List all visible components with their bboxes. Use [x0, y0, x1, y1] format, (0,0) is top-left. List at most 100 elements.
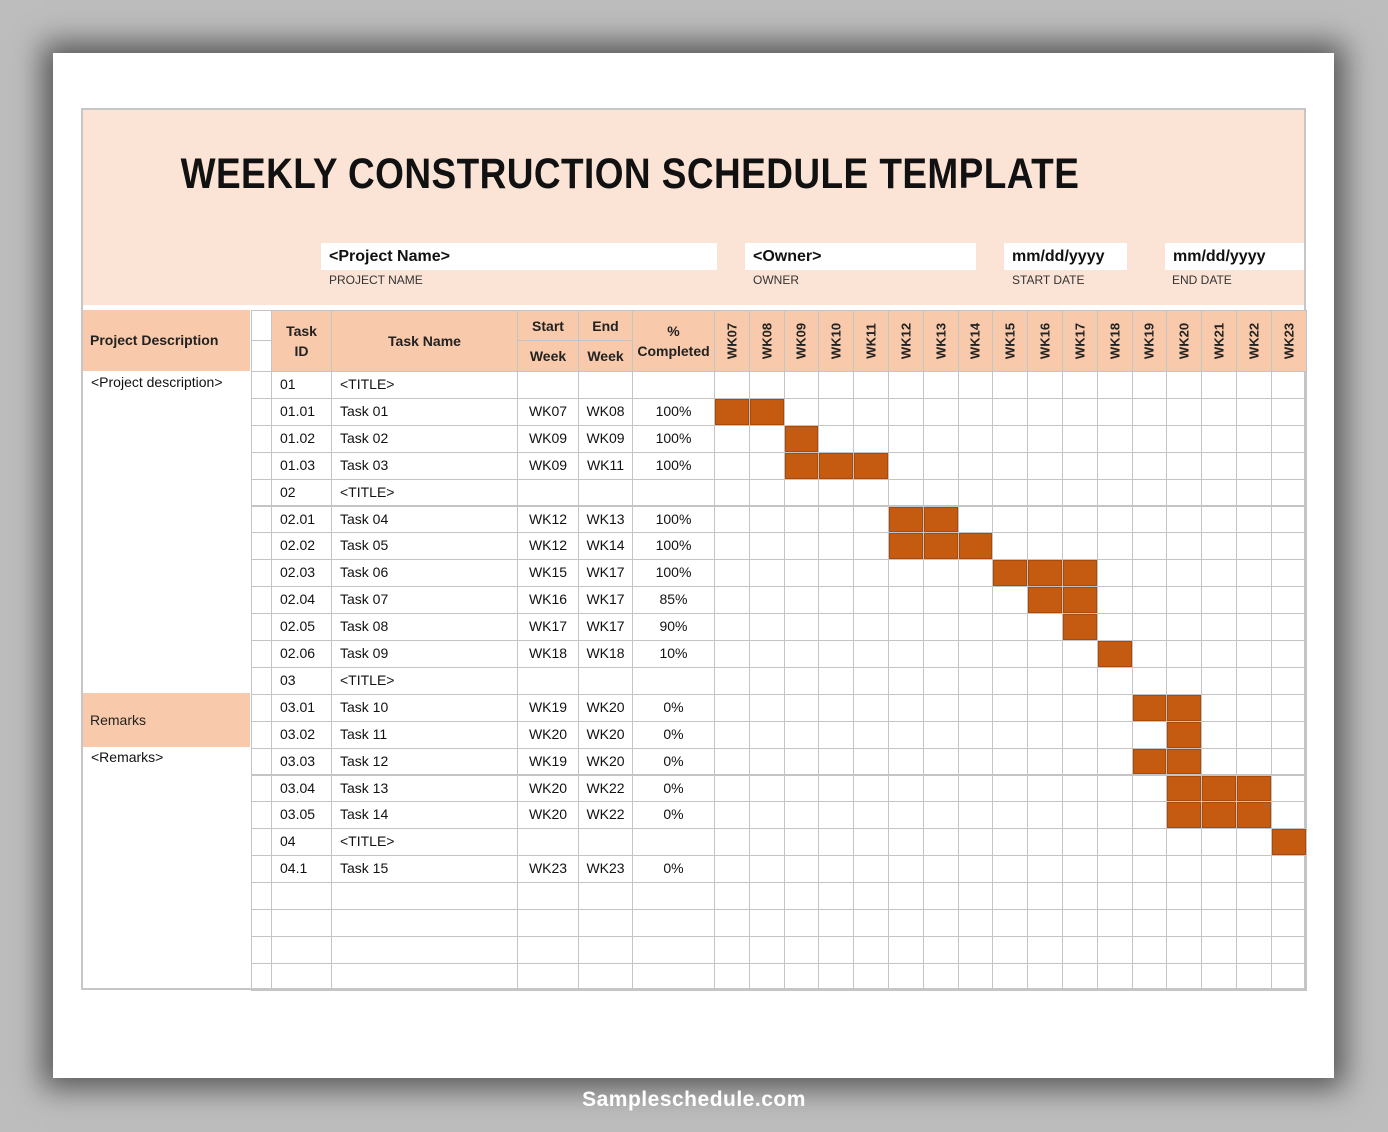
task-id-cell[interactable]: [271, 935, 332, 964]
week-cell[interactable]: [992, 397, 1029, 426]
week-cell[interactable]: [957, 640, 994, 668]
week-cell[interactable]: [1027, 424, 1063, 453]
task-name-cell[interactable]: [331, 882, 518, 910]
week-cell[interactable]: [818, 478, 855, 507]
task-name-cell[interactable]: Task 11: [331, 720, 518, 749]
week-cell[interactable]: [1027, 451, 1063, 480]
week-cell[interactable]: [957, 747, 994, 776]
week-cell[interactable]: [1096, 909, 1133, 937]
week-cell[interactable]: [888, 747, 924, 776]
week-cell[interactable]: [1270, 962, 1307, 991]
week-cell[interactable]: [714, 559, 750, 588]
week-cell[interactable]: [818, 505, 855, 534]
week-cell[interactable]: [1062, 397, 1098, 426]
week-cell[interactable]: [748, 640, 785, 668]
week-cell[interactable]: [1096, 828, 1133, 857]
week-cell[interactable]: [1062, 505, 1098, 534]
week-cell[interactable]: [1201, 559, 1237, 588]
week-cell[interactable]: [714, 478, 750, 507]
task-id-cell[interactable]: 02: [271, 478, 332, 507]
week-cell[interactable]: [1201, 693, 1237, 722]
week-cell[interactable]: [888, 478, 924, 507]
week-cell[interactable]: [853, 613, 889, 641]
start-week-cell[interactable]: WK20: [517, 801, 579, 830]
week-cell[interactable]: [853, 720, 889, 749]
week-cell[interactable]: [714, 505, 750, 534]
project-name-field[interactable]: <Project Name>: [321, 243, 717, 270]
week-cell[interactable]: [1166, 613, 1203, 641]
week-cell[interactable]: [1131, 532, 1168, 561]
start-week-cell[interactable]: WK12: [517, 505, 579, 534]
week-cell[interactable]: [992, 371, 1029, 399]
percent-completed-cell[interactable]: 100%: [632, 559, 715, 588]
week-cell[interactable]: [957, 801, 994, 830]
week-cell[interactable]: [1131, 666, 1168, 695]
week-cell[interactable]: [1062, 774, 1098, 803]
week-cell[interactable]: [1201, 882, 1237, 910]
week-cell[interactable]: [1270, 371, 1307, 399]
week-cell[interactable]: [1166, 640, 1203, 668]
week-cell[interactable]: [1270, 909, 1307, 937]
week-cell[interactable]: [1027, 640, 1063, 668]
week-cell[interactable]: [1270, 882, 1307, 910]
week-cell[interactable]: [818, 801, 855, 830]
week-cell[interactable]: [1027, 774, 1063, 803]
week-cell[interactable]: [922, 424, 959, 453]
week-cell[interactable]: [748, 855, 785, 884]
week-cell[interactable]: [888, 855, 924, 884]
week-cell[interactable]: [922, 909, 959, 937]
end-week-cell[interactable]: [578, 828, 633, 857]
week-cell[interactable]: [1027, 505, 1063, 534]
week-cell[interactable]: [714, 424, 750, 453]
week-cell[interactable]: [922, 935, 959, 964]
week-cell[interactable]: [1027, 720, 1063, 749]
week-cell[interactable]: [1236, 828, 1272, 857]
week-cell[interactable]: [1096, 801, 1133, 830]
week-cell[interactable]: [783, 559, 820, 588]
week-cell[interactable]: [1270, 774, 1307, 803]
start-week-cell[interactable]: WK09: [517, 451, 579, 480]
week-cell[interactable]: [714, 855, 750, 884]
week-cell[interactable]: [922, 747, 959, 776]
week-cell[interactable]: [1027, 801, 1063, 830]
week-cell[interactable]: [957, 613, 994, 641]
week-cell[interactable]: [748, 478, 785, 507]
end-week-cell[interactable]: [578, 935, 633, 964]
week-cell[interactable]: [1270, 532, 1307, 561]
week-cell[interactable]: [748, 371, 785, 399]
week-cell[interactable]: [748, 801, 785, 830]
week-cell[interactable]: [818, 882, 855, 910]
percent-completed-cell[interactable]: 0%: [632, 855, 715, 884]
percent-completed-cell[interactable]: 0%: [632, 747, 715, 776]
week-cell[interactable]: [783, 855, 820, 884]
task-name-cell[interactable]: Task 04: [331, 505, 518, 534]
week-cell[interactable]: [1201, 962, 1237, 991]
week-cell[interactable]: [888, 613, 924, 641]
week-cell[interactable]: [783, 613, 820, 641]
task-id-cell[interactable]: [271, 962, 332, 991]
week-cell[interactable]: [1236, 559, 1272, 588]
week-cell[interactable]: [748, 828, 785, 857]
percent-completed-cell[interactable]: [632, 962, 715, 991]
week-cell[interactable]: [922, 855, 959, 884]
week-cell[interactable]: [783, 962, 820, 991]
week-cell[interactable]: [1096, 586, 1133, 615]
week-cell[interactable]: [853, 505, 889, 534]
percent-completed-cell[interactable]: [632, 478, 715, 507]
week-cell[interactable]: [1236, 532, 1272, 561]
week-cell[interactable]: [992, 532, 1029, 561]
week-cell[interactable]: [1166, 935, 1203, 964]
week-cell[interactable]: [818, 559, 855, 588]
week-cell[interactable]: [853, 666, 889, 695]
week-cell[interactable]: [783, 720, 820, 749]
percent-completed-cell[interactable]: [632, 828, 715, 857]
week-cell[interactable]: [1236, 909, 1272, 937]
week-cell[interactable]: [818, 935, 855, 964]
week-cell[interactable]: [1062, 801, 1098, 830]
week-cell[interactable]: [748, 532, 785, 561]
week-cell[interactable]: [1062, 640, 1098, 668]
task-name-cell[interactable]: Task 06: [331, 559, 518, 588]
end-week-cell[interactable]: [578, 909, 633, 937]
week-cell[interactable]: [1236, 478, 1272, 507]
week-cell[interactable]: [1236, 613, 1272, 641]
